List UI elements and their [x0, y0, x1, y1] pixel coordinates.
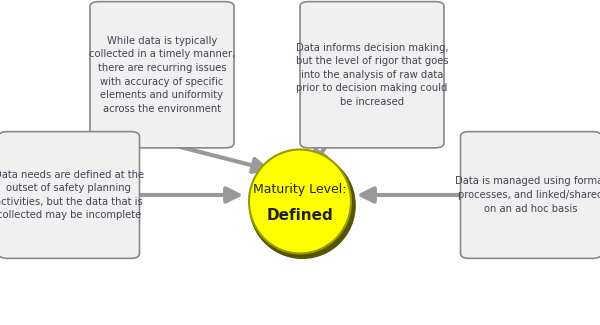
Text: While data is typically
collected in a timely manner,
there are recurring issues: While data is typically collected in a t… [89, 36, 235, 114]
FancyBboxPatch shape [90, 2, 234, 148]
Text: Maturity Level:: Maturity Level: [253, 183, 347, 196]
Text: Data needs are defined at the
outset of safety planning
activities, but the data: Data needs are defined at the outset of … [0, 170, 144, 220]
Ellipse shape [249, 152, 356, 259]
FancyBboxPatch shape [300, 2, 444, 148]
Ellipse shape [249, 150, 351, 254]
Text: Data informs decision making,
but the level of rigor that goes
into the analysis: Data informs decision making, but the le… [296, 43, 448, 107]
Text: Data is managed using formal
processes, and linked/shared
on an ad hoc basis: Data is managed using formal processes, … [455, 176, 600, 214]
Text: Defined: Defined [266, 208, 334, 223]
FancyBboxPatch shape [0, 132, 139, 258]
FancyBboxPatch shape [461, 132, 600, 258]
